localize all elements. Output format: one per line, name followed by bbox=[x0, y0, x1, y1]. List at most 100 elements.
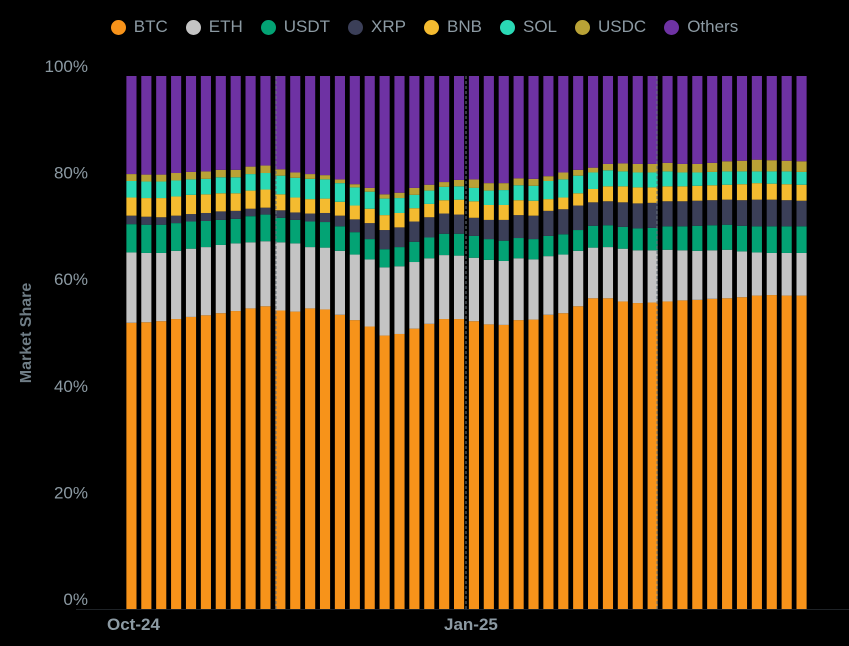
bar-segment-xrp bbox=[722, 199, 733, 225]
bar-segment-sol bbox=[364, 191, 375, 209]
bar-segment-usdt bbox=[573, 230, 584, 251]
bar-segment-usdc bbox=[409, 187, 420, 195]
bar-segment-others bbox=[528, 76, 539, 179]
bar-segment-others bbox=[707, 76, 718, 163]
bar-segment-xrp bbox=[498, 219, 509, 241]
bar-segment-usdc bbox=[751, 159, 762, 172]
y-tick-label: 40% bbox=[54, 377, 88, 396]
bar-segment-bnb bbox=[156, 198, 167, 218]
bar-segment-btc bbox=[588, 298, 599, 609]
bar-segment-usdt bbox=[141, 224, 152, 253]
bar-segment-xrp bbox=[528, 215, 539, 240]
bar-segment-others bbox=[483, 76, 494, 184]
bar-segment-usdt bbox=[349, 232, 360, 255]
bar-segment-bnb bbox=[185, 194, 197, 215]
bar-segment-xrp bbox=[275, 210, 286, 218]
bar-segment-bnb bbox=[722, 184, 733, 200]
bar-segment-sol bbox=[602, 170, 614, 187]
bar-segment-xrp bbox=[781, 200, 792, 227]
bar-segment-usdt bbox=[215, 219, 226, 245]
bar-segment-sol bbox=[334, 183, 345, 202]
bar-segment-usdt bbox=[677, 226, 688, 251]
bar-segment-sol bbox=[185, 179, 197, 195]
bar-segment-xrp bbox=[692, 200, 703, 226]
bar-segment-sol bbox=[260, 173, 271, 190]
legend-item-bnb[interactable]: BNB bbox=[424, 17, 482, 37]
bar-segment-bnb bbox=[483, 204, 494, 220]
bar-segment-bnb bbox=[751, 183, 762, 200]
bar-segment-eth bbox=[602, 247, 614, 299]
bar-segment-xrp bbox=[364, 223, 375, 240]
bar-segment-usdc bbox=[692, 163, 703, 173]
bar-segment-usdt bbox=[424, 237, 435, 259]
bar-segment-usdc bbox=[602, 163, 614, 171]
legend-item-eth[interactable]: ETH bbox=[185, 17, 243, 37]
legend-item-sol[interactable]: SOL bbox=[499, 17, 557, 37]
bar-segment-eth bbox=[543, 256, 554, 315]
bar-segment-btc bbox=[543, 314, 554, 609]
legend-item-btc[interactable]: BTC bbox=[110, 17, 168, 37]
bar-segment-bnb bbox=[498, 204, 509, 220]
bar-segment-bnb bbox=[707, 185, 718, 201]
bar-segment-eth bbox=[156, 252, 167, 322]
bar-segment-usdc bbox=[483, 183, 494, 191]
legend-label: USDT bbox=[283, 17, 331, 36]
bar-segment-usdc bbox=[185, 171, 197, 180]
bar-segment-sol bbox=[498, 190, 509, 205]
bar-segment-xrp bbox=[573, 205, 584, 231]
bar-segment-btc bbox=[677, 300, 688, 609]
bar-segment-btc bbox=[349, 320, 360, 609]
bar-segment-others bbox=[275, 76, 286, 170]
bar-segment-btc bbox=[275, 310, 286, 609]
bar-segment-usdc bbox=[171, 173, 182, 181]
bar-segment-sol bbox=[439, 186, 450, 201]
bar-segment-btc bbox=[796, 295, 807, 609]
bar-segment-usdt bbox=[766, 226, 777, 253]
bar-segment-btc bbox=[722, 298, 733, 609]
bar-segment-xrp bbox=[736, 200, 748, 226]
bar-segment-usdt bbox=[334, 226, 345, 251]
bar-segment-sol bbox=[513, 185, 524, 201]
bar-segment-eth bbox=[171, 250, 182, 320]
bar-segment-sol bbox=[543, 181, 554, 200]
bar-segment-usdt bbox=[781, 226, 792, 253]
bar-segment-usdc bbox=[796, 161, 807, 172]
bar-segment-usdc bbox=[766, 160, 777, 172]
bar-segment-sol bbox=[558, 179, 569, 198]
bar-segment-others bbox=[498, 76, 509, 184]
bar-segment-others bbox=[319, 76, 331, 176]
bar-segment-bnb bbox=[528, 200, 539, 216]
bar-segment-eth bbox=[498, 260, 509, 325]
bar-segment-others bbox=[349, 76, 360, 185]
legend-label: Others bbox=[687, 17, 739, 36]
legend-item-xrp[interactable]: XRP bbox=[348, 17, 406, 37]
bar-segment-btc bbox=[215, 313, 226, 609]
bar-segment-others bbox=[602, 76, 614, 164]
bar-segment-eth bbox=[781, 252, 792, 296]
legend-item-usdt[interactable]: USDT bbox=[260, 17, 331, 37]
legend-label: XRP bbox=[371, 17, 407, 36]
bar-segment-xrp bbox=[766, 199, 777, 227]
legend-item-others[interactable]: Others bbox=[664, 17, 738, 37]
y-tick-labels: 0% 20% 40% 60% 80% 100% bbox=[45, 57, 88, 609]
bar-segment-bnb bbox=[245, 190, 256, 209]
bar-segment-eth bbox=[722, 249, 733, 299]
bar-segment-others bbox=[722, 76, 733, 162]
bar-segment-usdt bbox=[171, 223, 182, 251]
bar-segment-usdc bbox=[632, 163, 643, 173]
bar-segment-xrp bbox=[230, 210, 241, 219]
bar-segment-eth bbox=[215, 244, 226, 314]
bar-segment-others bbox=[230, 76, 241, 170]
bar-segment-sol bbox=[141, 181, 152, 199]
bar-segment-sol bbox=[736, 171, 748, 185]
bar-segment-eth bbox=[364, 259, 375, 327]
bar-segment-bnb bbox=[692, 185, 703, 201]
bar-segment-usdt bbox=[617, 226, 628, 249]
legend-item-usdc[interactable]: USDC bbox=[575, 17, 646, 37]
legend-swatch bbox=[185, 19, 201, 35]
bar-segment-bnb bbox=[647, 187, 658, 203]
bar-segment-usdt bbox=[543, 235, 554, 257]
bar-segment-eth bbox=[260, 241, 271, 307]
bar-segment-bnb bbox=[200, 194, 211, 213]
bar-segment-others bbox=[453, 76, 465, 180]
